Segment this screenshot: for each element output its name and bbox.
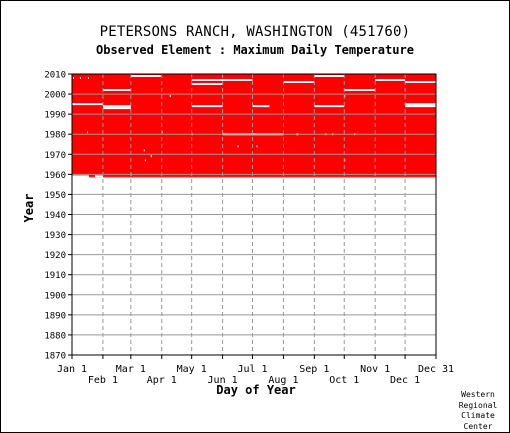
x-tick-label: Feb 1 xyxy=(88,375,118,386)
x-tick-label: Apr 1 xyxy=(147,375,177,386)
x-tick-label: Sep 1 xyxy=(299,364,329,375)
credit-line: Regional xyxy=(458,400,498,410)
data-first-year-block xyxy=(88,176,436,178)
x-tick-label: Jun 1 xyxy=(208,375,238,386)
y-tick-label: 1930 xyxy=(44,231,66,241)
y-tick-label: 1960 xyxy=(44,171,66,181)
y-tick-label: 2000 xyxy=(44,91,66,101)
x-axis-label: Day of Year xyxy=(216,383,295,397)
y-axis-label: Year xyxy=(22,194,36,223)
y-tick-label: 1980 xyxy=(44,131,66,141)
y-tick-label: 1910 xyxy=(44,271,66,281)
credit-block: Western Regional Climate Center xyxy=(452,390,504,432)
x-tick-label: Aug 1 xyxy=(268,375,298,386)
grid-lines xyxy=(72,74,436,355)
x-tick-label: Jul 1 xyxy=(237,364,267,375)
y-tick-label: 1990 xyxy=(44,111,66,121)
y-tick-label: 1920 xyxy=(44,251,66,261)
chart-title: PETERSONS RANCH, WASHINGTON (451760) xyxy=(99,24,411,40)
y-tick-label: 1940 xyxy=(44,211,66,221)
credit-line: Western xyxy=(461,390,495,399)
y-tick-label: 1900 xyxy=(44,291,66,301)
credit-line: Center xyxy=(463,421,493,431)
x-tick-label: Dec 31 xyxy=(418,364,454,375)
x-tick-label: Dec 1 xyxy=(390,375,420,386)
axis-ticks xyxy=(68,73,437,359)
y-tick-label: 1880 xyxy=(44,331,66,341)
credit-line: Climate xyxy=(461,411,495,420)
y-tick-label: 1970 xyxy=(44,151,66,161)
chart-subtitle: Observed Element : Maximum Daily Tempera… xyxy=(96,43,414,57)
y-tick-label: 1870 xyxy=(44,352,66,362)
x-tick-label: Jan 1 xyxy=(57,364,87,375)
y-tick-label: 1950 xyxy=(44,191,66,201)
axis-tick-labels: 1870 1880 1890 1900 1910 1920 1930 1940 1950 1960… xyxy=(44,71,454,387)
missing-data-layer xyxy=(72,75,436,178)
y-tick-label: 1890 xyxy=(44,311,66,321)
x-tick-label: May 1 xyxy=(177,364,207,375)
x-tick-label: Oct 1 xyxy=(329,375,359,386)
y-tick-label: 2010 xyxy=(44,71,66,81)
x-tick-label: Mar 1 xyxy=(116,364,146,375)
x-tick-label: Nov 1 xyxy=(360,364,390,375)
